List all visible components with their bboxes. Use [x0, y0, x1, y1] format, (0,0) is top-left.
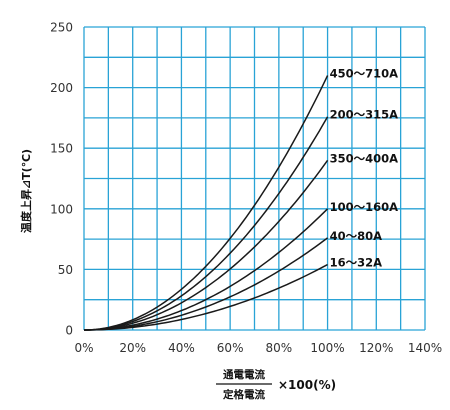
series-line [84, 208, 329, 331]
y-tick-label: 50 [58, 263, 73, 277]
x-tick-label: 140% [408, 341, 442, 355]
series-label: 40～80A [330, 229, 383, 243]
y-tick-label: 250 [50, 21, 73, 35]
series-line [84, 159, 329, 331]
x-axis-label-denominator: 定格電流 [222, 388, 265, 401]
series-label: 16～32A [330, 256, 383, 270]
series-label: 350～400A [330, 151, 399, 165]
series-line [84, 237, 329, 331]
y-tick-label: 150 [50, 142, 73, 156]
x-tick-label: 120% [359, 341, 393, 355]
series-label: 450～710A [330, 66, 399, 80]
series-lines [83, 75, 329, 331]
x-tick-label: 80% [266, 341, 293, 355]
x-axis-label-numerator: 通電電流 [223, 368, 265, 381]
x-tick-label: 100% [310, 341, 344, 355]
y-axis-label: 温度上昇⊿T(℃) [19, 149, 33, 233]
series-line [84, 263, 328, 331]
x-tick-label: 40% [168, 341, 195, 355]
y-tick-label: 200 [50, 81, 73, 95]
series-line [83, 75, 329, 331]
x-axis-label-suffix: ×100(%) [278, 378, 336, 392]
series-line [83, 116, 329, 331]
y-tick-label: 0 [65, 324, 73, 338]
series-labels: 450～710A 200～315A 350～400A 100～160A 40～80A 16… [330, 66, 399, 269]
x-tick-labels: 0% 20% 40% 60% 80% 100% 120% 140% [74, 341, 442, 355]
grid [83, 26, 426, 331]
x-tick-label: 20% [119, 341, 146, 355]
x-axis-label: 通電電流 定格電流 ×100(%) [216, 368, 336, 401]
x-tick-label: 60% [217, 341, 244, 355]
x-tick-label: 0% [74, 341, 93, 355]
y-tick-labels: 0 50 100 150 200 250 [50, 21, 73, 338]
series-label: 100～160A [330, 200, 399, 214]
series-label: 200～315A [330, 108, 399, 122]
y-tick-label: 100 [50, 202, 73, 216]
